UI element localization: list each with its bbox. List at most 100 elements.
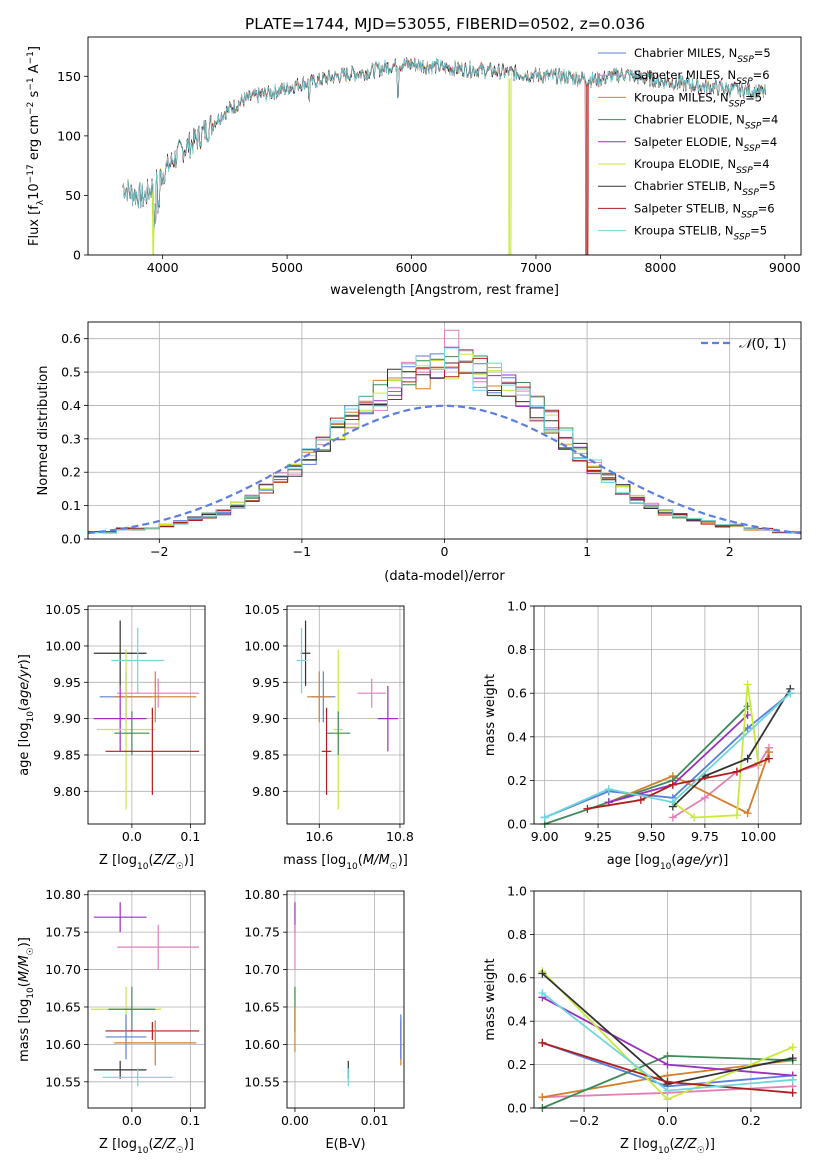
- x-tick-label: 0.1: [180, 829, 200, 844]
- label-part: age/yr: [676, 853, 719, 868]
- weight-vs-Z-panel: −0.2 0.0 0.2 0.0 0.2 0.4 0.6 0.8 1.0 Z [log10(Z/Z…: [483, 884, 802, 1156]
- y-tick-label: 10.60: [244, 1037, 280, 1052]
- errorbar-point: [93, 1060, 147, 1079]
- y-tick-label: 0.2: [507, 773, 527, 788]
- weight-marker: [663, 1060, 672, 1069]
- errorbar-point: [105, 707, 200, 795]
- x-tick-label: 8000: [644, 260, 676, 275]
- mass-vs-ebv-panel: 0.00 0.01 10.55 10.60 10.65 10.70 10.75 10.80 E(…: [244, 887, 405, 1152]
- label-part: −17: [26, 164, 36, 183]
- weight-marker: [636, 796, 645, 805]
- errorbar-point: [326, 711, 351, 755]
- label-part: A: [27, 64, 42, 77]
- label-part: Z [log: [99, 853, 137, 868]
- weight-marker: [604, 785, 613, 794]
- x-tick-label: 0.0: [658, 1113, 678, 1128]
- label-part: )]: [705, 1137, 715, 1152]
- weight-marker: [538, 969, 547, 978]
- errorbar-point: [296, 627, 307, 694]
- legend-label: Chabrier ELODIE, NSSP=4: [634, 113, 778, 132]
- label-part: Chabrier ELODIE, N: [634, 113, 745, 127]
- y-tick-label: 0.2: [507, 1057, 527, 1072]
- x-axis-label: (data-model)/error: [384, 569, 505, 584]
- weight-marker: [538, 1093, 547, 1102]
- weight-marker: [743, 680, 752, 689]
- weight-marker: [788, 1075, 797, 1084]
- weight-marker: [583, 804, 592, 813]
- axes-frame: [87, 321, 802, 540]
- label-part: SSP: [734, 233, 751, 243]
- label-part: mass [log: [17, 999, 32, 1062]
- y-tick-label: 0.0: [507, 817, 527, 832]
- label-part: (: [671, 853, 676, 868]
- y-tick-label: 10.70: [45, 962, 81, 977]
- residuals-panel: −2 −1 0 1 2 0.0 0.1 0.2 0.3 0.4 0.5 0.6 𝒩(0, 1) (data…: [36, 321, 802, 584]
- weight-marker: [663, 1051, 672, 1060]
- label-part: =5: [745, 90, 762, 104]
- weight-marker: [663, 1077, 672, 1086]
- label-part: (: [358, 853, 363, 868]
- x-tick-label: 1: [583, 544, 591, 559]
- weight-marker: [732, 767, 741, 776]
- y-tick-label: 10.05: [244, 602, 280, 617]
- errorbar-point: [357, 678, 386, 708]
- label-part: =4: [760, 135, 777, 149]
- label-part: (: [148, 1137, 153, 1152]
- y-tick-label: 0.2: [61, 465, 81, 480]
- errorbar-point: [108, 986, 156, 1032]
- errorbar-point: [93, 685, 147, 752]
- y-tick-label: 0.5: [61, 365, 81, 380]
- weight-marker: [788, 1043, 797, 1052]
- y-tick-label: 100: [57, 128, 81, 143]
- label-part: SSP: [729, 99, 746, 109]
- x-tick-label: 0.0: [122, 829, 142, 844]
- weight-marker: [540, 813, 549, 822]
- y-axis-label: mass weight: [483, 958, 498, 1040]
- errorbar-point: [105, 1021, 200, 1040]
- legend-label: Chabrier MILES, NSSP=5: [634, 46, 771, 65]
- weight-line: [608, 751, 770, 815]
- label-part: (: [148, 853, 153, 868]
- x-axis-label: mass [log10(M/M☉)]: [283, 853, 408, 872]
- errorbar-point: [105, 1014, 147, 1060]
- label-part: ☉: [697, 1146, 705, 1156]
- y-axis-label: mass weight: [483, 674, 498, 756]
- x-tick-label: 10.8: [386, 829, 414, 844]
- legend-label: Kroupa MILES, NSSP=5: [634, 90, 762, 109]
- mass-vs-Z-panel: 0.0 0.1 10.55 10.60 10.65 10.70 10.75 10.80 Z [l…: [17, 887, 206, 1156]
- spectrum-panel: 4000 5000 6000 7000 8000 9000 0 50 100 150 Chabrie…: [26, 36, 802, 298]
- axes-frame: [286, 890, 405, 1109]
- y-tick-label: 10.80: [45, 887, 81, 902]
- y-tick-label: 9.85: [53, 747, 81, 762]
- label-part: 10: [137, 1146, 149, 1156]
- y-tick-label: 0.3: [61, 431, 81, 446]
- x-tick-label: 5000: [271, 260, 303, 275]
- label-part: =6: [758, 201, 775, 215]
- axes-frame: [286, 605, 405, 825]
- y-tick-label: 0.0: [507, 1101, 527, 1116]
- y-tick-label: 9.95: [53, 675, 81, 690]
- legend-label: Salpeter MILES, NSSP=6: [634, 68, 770, 87]
- label-part: )]: [17, 654, 32, 664]
- label-part: SSP: [741, 210, 758, 220]
- y-tick-label: 10.00: [45, 638, 81, 653]
- label-part: ☉: [26, 947, 36, 955]
- errorbar-point: [377, 685, 398, 752]
- label-part: (: [17, 982, 32, 987]
- label-part: Salpeter STELIB, N: [634, 201, 741, 215]
- weight-marker: [668, 798, 677, 807]
- x-axis-label: wavelength [Angstrom, rest frame]: [330, 283, 559, 298]
- legend-label: Salpeter ELODIE, NSSP=4: [634, 135, 777, 154]
- legend-label: Kroupa STELIB, NSSP=5: [634, 224, 767, 243]
- y-tick-label: 10.70: [244, 962, 280, 977]
- y-tick-label: 10.05: [45, 602, 81, 617]
- y-tick-label: 10.65: [244, 999, 280, 1014]
- label-part: Kroupa MILES, N: [634, 90, 729, 104]
- errorbar-point: [102, 1068, 173, 1087]
- y-tick-label: 10.65: [45, 999, 81, 1014]
- y-tick-label: 0.6: [507, 686, 527, 701]
- y-axis-label: mass [log10(M/M☉)]: [17, 937, 36, 1062]
- label-part: =6: [753, 68, 770, 82]
- y-tick-label: 1.0: [507, 884, 527, 899]
- label-part: =5: [750, 224, 767, 238]
